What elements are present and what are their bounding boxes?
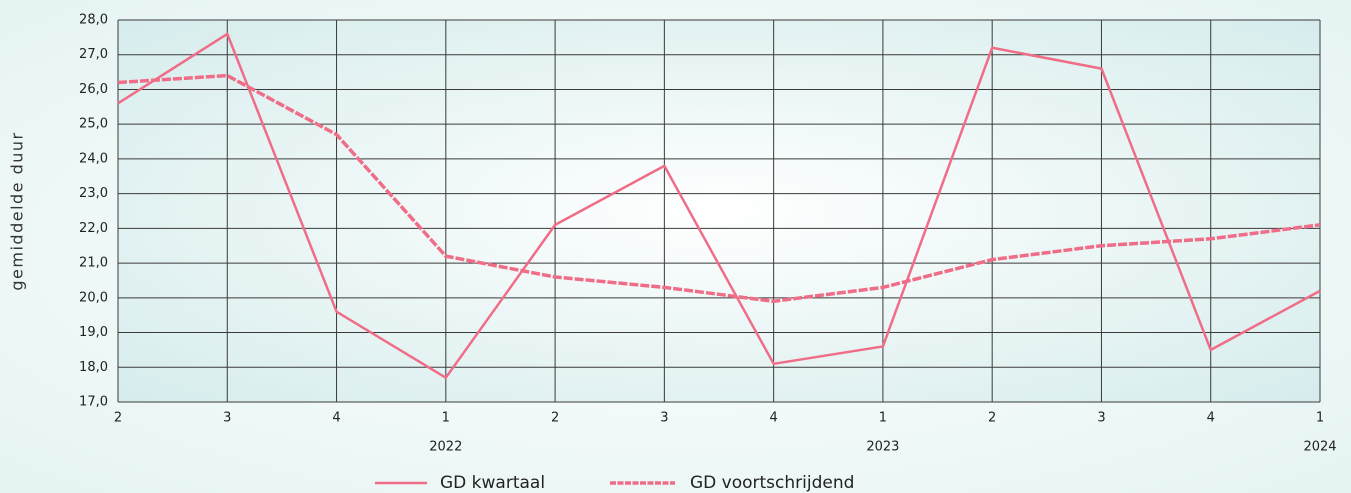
y-tick-label: 20,0 [79,290,108,305]
y-tick-label: 25,0 [79,117,108,132]
legend-label: GD voortschrijdend [690,473,854,493]
year-label: 2023 [866,440,899,455]
legend-label: GD kwartaal [440,473,545,493]
x-tick-label: 3 [1097,411,1105,426]
x-tick-label: 4 [1207,411,1215,426]
x-tick-label: 2 [114,411,122,426]
y-tick-label: 17,0 [79,395,108,410]
y-tick-label: 27,0 [79,47,108,62]
y-tick-label: 19,0 [79,325,108,340]
x-tick-label: 4 [332,411,340,426]
y-tick-label: 23,0 [79,186,108,201]
x-tick-label: 2 [551,411,559,426]
y-tick-label: 18,0 [79,360,108,375]
x-tick-label: 2 [988,411,996,426]
plot-area [118,20,1320,402]
x-tick-label: 1 [442,411,450,426]
y-tick-label: 28,0 [79,13,108,28]
x-tick-label: 1 [1316,411,1324,426]
x-tick-label: 3 [660,411,668,426]
x-tick-label: 3 [223,411,231,426]
y-tick-label: 21,0 [79,256,108,271]
year-label: 2022 [429,440,462,455]
y-tick-label: 22,0 [79,221,108,236]
y-axis-title: gemiddelde duur [8,131,27,290]
y-tick-label: 26,0 [79,82,108,97]
y-tick-label: 24,0 [79,151,108,166]
x-tick-label: 1 [879,411,887,426]
series-line [117,32,1321,379]
year-label: 2024 [1303,440,1336,455]
series-line [117,73,1321,304]
x-tick-label: 4 [769,411,777,426]
